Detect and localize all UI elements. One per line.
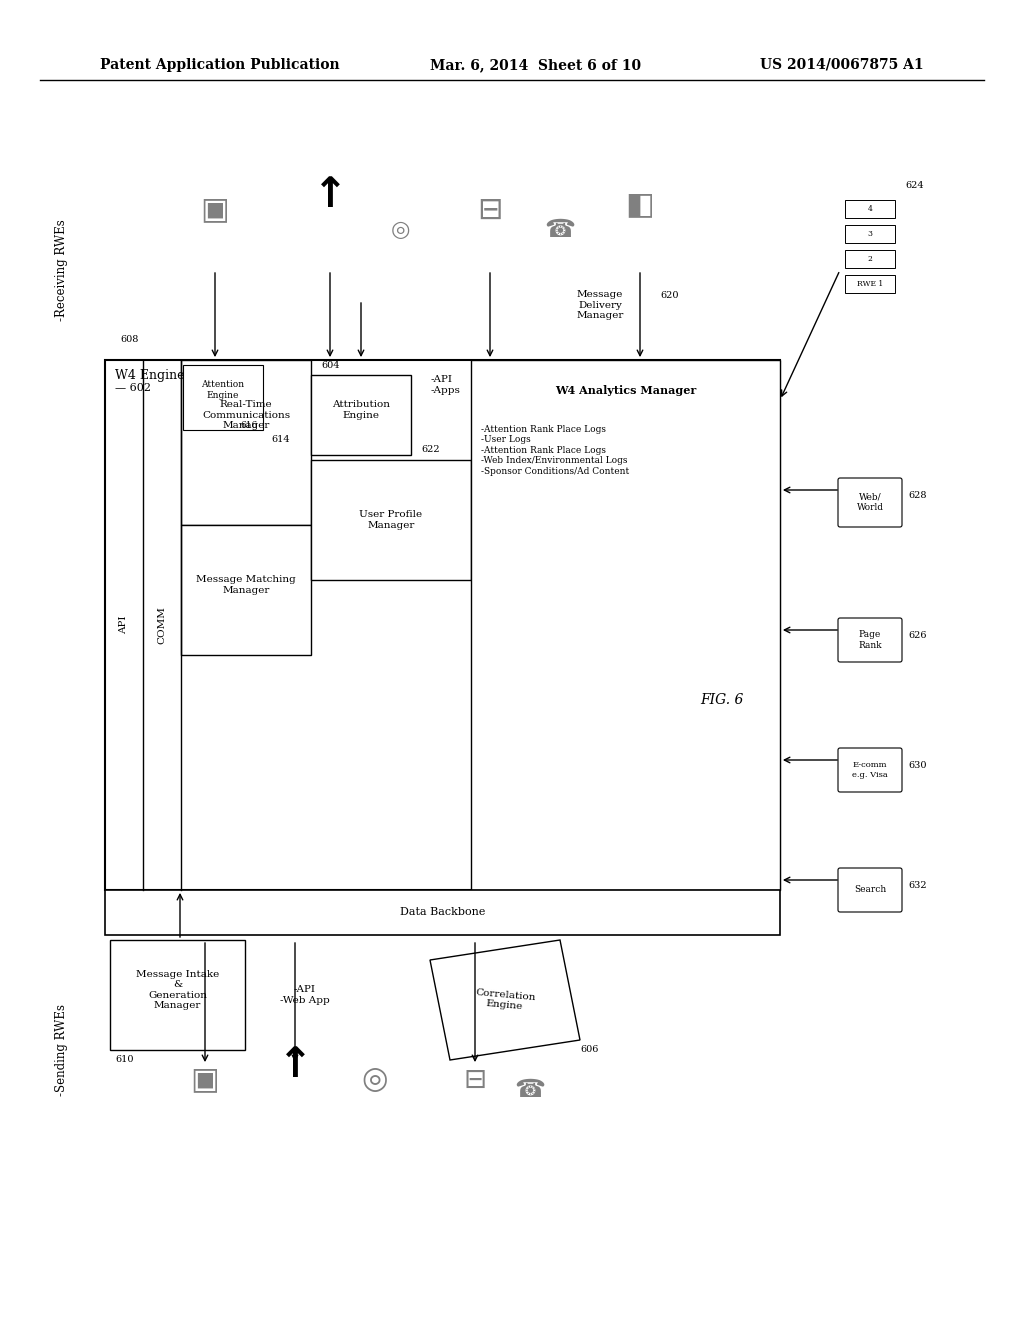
Text: W4 Engine: W4 Engine: [115, 368, 184, 381]
Text: Page
Rank: Page Rank: [858, 630, 882, 649]
FancyBboxPatch shape: [105, 360, 780, 890]
Text: 4: 4: [867, 205, 872, 213]
Text: Real-Time
Communications
Manager: Real-Time Communications Manager: [202, 400, 290, 430]
Text: ⊟: ⊟: [477, 195, 503, 224]
Text: Patent Application Publication: Patent Application Publication: [100, 58, 340, 73]
FancyBboxPatch shape: [181, 525, 311, 655]
Text: Attribution
Engine: Attribution Engine: [332, 400, 390, 420]
Text: Attention
Engine: Attention Engine: [202, 380, 245, 400]
Text: ◧: ◧: [626, 190, 654, 219]
Text: 630: 630: [908, 760, 927, 770]
Text: ▣: ▣: [190, 1065, 219, 1094]
Text: FIG. 6: FIG. 6: [700, 693, 743, 708]
Text: 614: 614: [271, 436, 290, 445]
Text: 610: 610: [115, 1056, 133, 1064]
FancyBboxPatch shape: [845, 275, 895, 293]
Text: RWE 1: RWE 1: [857, 280, 883, 288]
Text: Message Matching
Manager: Message Matching Manager: [197, 576, 296, 595]
Text: API: API: [120, 615, 128, 634]
Text: Message
Delivery
Manager: Message Delivery Manager: [577, 290, 624, 319]
Text: Mar. 6, 2014  Sheet 6 of 10: Mar. 6, 2014 Sheet 6 of 10: [430, 58, 641, 73]
FancyBboxPatch shape: [105, 890, 780, 935]
Polygon shape: [430, 940, 580, 1060]
Text: User Profile
Manager: User Profile Manager: [359, 511, 423, 529]
Text: -Receiving RWEs: -Receiving RWEs: [55, 219, 68, 321]
FancyBboxPatch shape: [845, 224, 895, 243]
Text: 608: 608: [120, 335, 138, 345]
Text: -Attention Rank Place Logs
-User Logs
-Attention Rank Place Logs
-Web Index/Envi: -Attention Rank Place Logs -User Logs -A…: [481, 425, 630, 475]
FancyBboxPatch shape: [838, 869, 902, 912]
Text: US 2014/0067875 A1: US 2014/0067875 A1: [760, 58, 924, 73]
Text: Web/
World: Web/ World: [856, 492, 884, 512]
Text: Correlation
Engine: Correlation Engine: [474, 987, 536, 1012]
FancyBboxPatch shape: [838, 478, 902, 527]
Text: 628: 628: [908, 491, 927, 499]
Text: — 602: — 602: [115, 383, 151, 393]
FancyBboxPatch shape: [845, 249, 895, 268]
Text: ◎: ◎: [361, 1065, 388, 1094]
Text: ⊟: ⊟: [464, 1067, 486, 1094]
Text: 626: 626: [908, 631, 927, 639]
FancyBboxPatch shape: [845, 201, 895, 218]
Text: -API
-Web App: -API -Web App: [281, 985, 330, 1005]
Text: COMM: COMM: [158, 606, 167, 644]
FancyBboxPatch shape: [838, 748, 902, 792]
Text: 604: 604: [321, 360, 340, 370]
Text: ☎: ☎: [514, 1078, 546, 1102]
Text: 616: 616: [241, 421, 258, 429]
Text: ↑: ↑: [312, 174, 347, 216]
Text: 622: 622: [421, 446, 439, 454]
Text: E-comm
e.g. Visa: E-comm e.g. Visa: [852, 762, 888, 779]
Text: Data Backbone: Data Backbone: [399, 907, 485, 917]
Text: ▣: ▣: [201, 195, 229, 224]
Text: Search: Search: [854, 886, 886, 895]
Text: 3: 3: [867, 230, 872, 238]
Text: ↑: ↑: [278, 1044, 312, 1086]
FancyBboxPatch shape: [110, 940, 245, 1049]
Text: 2: 2: [867, 255, 872, 263]
Text: 606: 606: [580, 1045, 598, 1055]
Text: 632: 632: [908, 880, 927, 890]
FancyBboxPatch shape: [311, 459, 471, 579]
FancyBboxPatch shape: [183, 366, 263, 430]
Text: Message Intake
&
Generation
Manager: Message Intake & Generation Manager: [136, 970, 219, 1010]
FancyBboxPatch shape: [838, 618, 902, 663]
Text: -API
-Apps: -API -Apps: [431, 375, 461, 395]
Text: W4 Analytics Manager: W4 Analytics Manager: [555, 384, 696, 396]
FancyBboxPatch shape: [181, 360, 311, 525]
Text: ◎: ◎: [390, 220, 410, 240]
Text: ☎: ☎: [545, 218, 575, 242]
FancyBboxPatch shape: [471, 360, 780, 890]
FancyBboxPatch shape: [311, 375, 411, 455]
Text: 624: 624: [905, 181, 924, 190]
Text: -Sending RWEs: -Sending RWEs: [55, 1005, 68, 1096]
Text: 620: 620: [660, 290, 679, 300]
